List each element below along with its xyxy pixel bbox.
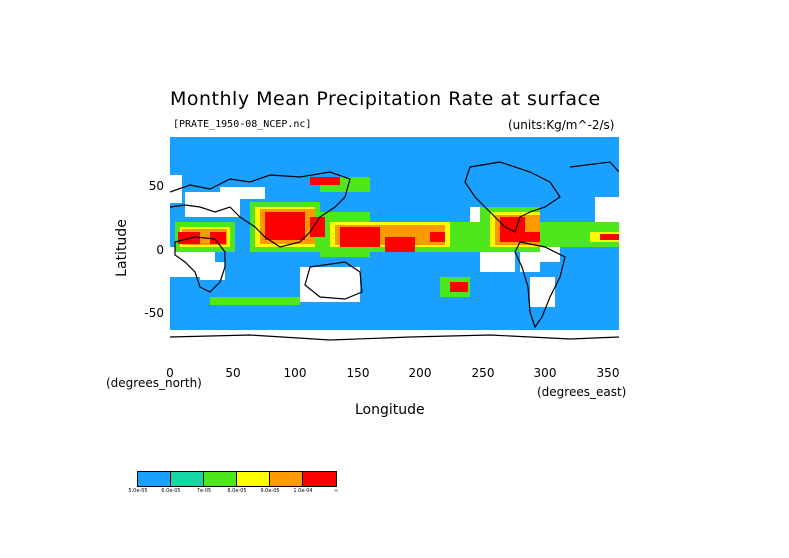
x-tick-label: 150 (346, 366, 370, 380)
color-legend-label: 9.0e-05 (260, 488, 280, 494)
y-tick-label: 0 (156, 243, 164, 257)
color-legend-label: 6.0e-05 (161, 488, 181, 494)
y-axis-unit: (degrees_north) (106, 376, 202, 390)
color-legend-label: ∞ (333, 488, 339, 494)
color-legend-label: 7e-05 (196, 488, 212, 494)
color-legend-label: 5.0e-05 (128, 488, 148, 494)
color-legend-swatch (270, 472, 303, 486)
file-label: [PRATE_1950-08_NCEP.nc] (173, 119, 312, 130)
max-precip-areas (178, 177, 619, 292)
x-tick-label: 50 (225, 366, 241, 380)
coastlines (170, 161, 619, 341)
color-legend-swatch (237, 472, 270, 486)
x-tick-label: 100 (283, 366, 307, 380)
color-legend-swatch (171, 472, 204, 486)
color-legend-label: 1.0e-04 (293, 488, 313, 494)
x-tick-label: 350 (596, 366, 620, 380)
color-legend-labels: 5.0e-05 6.0e-05 7e-05 8.0e-05 9.0e-05 1.0e-04… (120, 488, 360, 498)
x-axis-label: Longitude (355, 402, 425, 418)
precipitation-map (170, 137, 619, 363)
color-legend-swatch (138, 472, 171, 486)
x-tick-label: 200 (408, 366, 432, 380)
x-axis-unit: (degrees_east) (537, 385, 627, 399)
color-legend (137, 471, 337, 487)
map-title: Monthly Mean Precipitation Rate at surfa… (170, 88, 601, 110)
units-label: (units:Kg/m^-2/s) (508, 118, 615, 132)
x-tick-label: 300 (533, 366, 557, 380)
x-tick-label: 0 (166, 366, 174, 380)
x-tick-label: 250 (471, 366, 495, 380)
color-legend-label: 8.0e-05 (227, 488, 247, 494)
map-canvas (170, 137, 619, 363)
y-tick-label: 50 (148, 179, 164, 193)
y-axis-label: Latitude (114, 219, 130, 277)
y-tick-label: -50 (144, 306, 164, 320)
color-legend-swatch (303, 472, 336, 486)
color-legend-swatch (204, 472, 237, 486)
